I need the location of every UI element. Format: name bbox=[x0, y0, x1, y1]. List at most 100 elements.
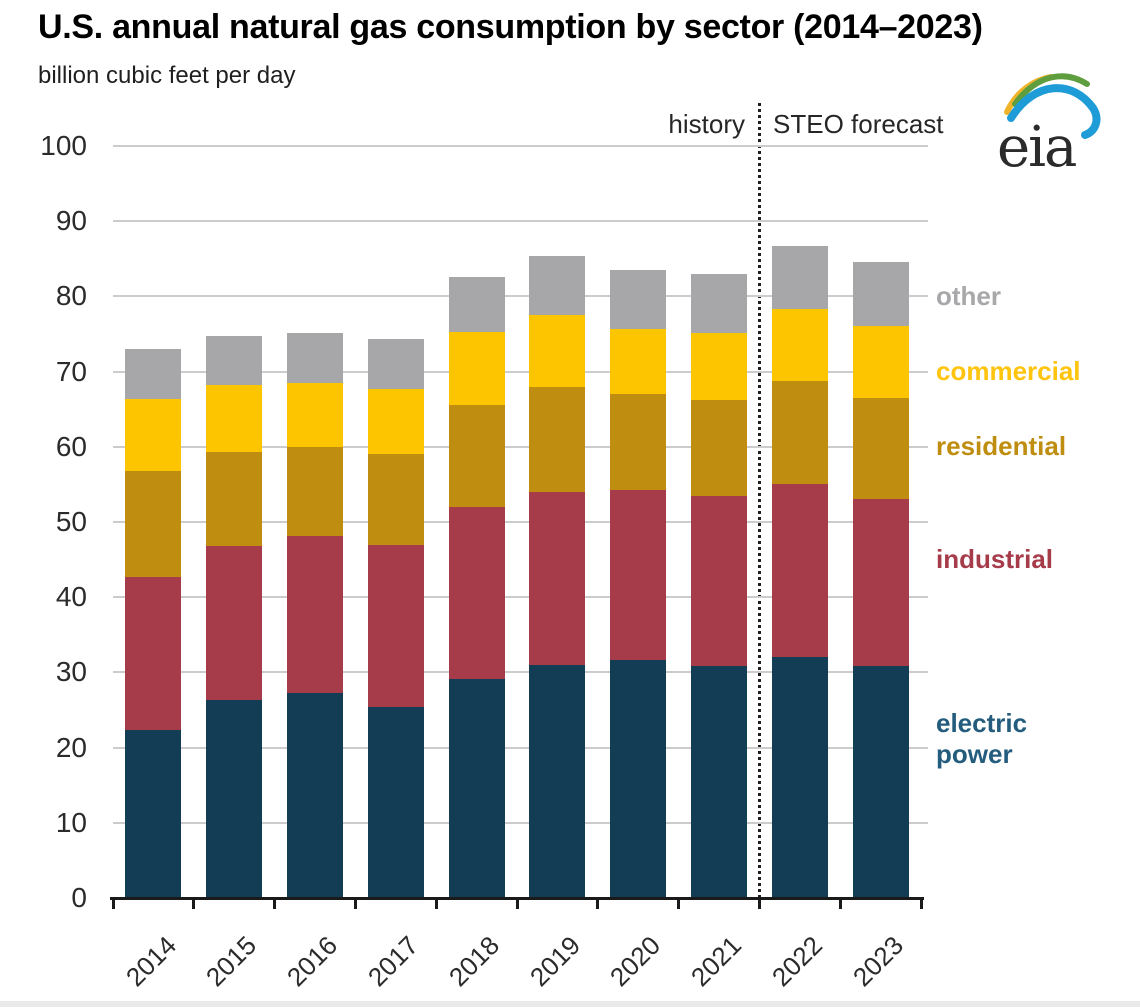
x-axis-tick bbox=[353, 900, 357, 909]
x-tick-label: 2015 bbox=[200, 930, 263, 993]
legend-label-other: other bbox=[936, 281, 1001, 312]
x-tick-label: 2018 bbox=[442, 930, 505, 993]
bar-segment-commercial bbox=[691, 333, 747, 401]
legend-label-electric-power: electric power bbox=[936, 708, 1027, 770]
bar-segment-electric-power bbox=[287, 692, 343, 898]
gridline bbox=[113, 596, 928, 599]
y-tick-label: 100 bbox=[40, 130, 87, 161]
x-axis-tick bbox=[677, 900, 681, 909]
bar-segment-commercial bbox=[610, 328, 667, 395]
bar-segment-electric-power bbox=[367, 706, 424, 898]
bar-segment-commercial bbox=[287, 382, 343, 447]
bar-segment-commercial bbox=[367, 388, 424, 455]
bar-segment-industrial bbox=[206, 546, 263, 701]
screenshot-bottom-edge bbox=[0, 1001, 1140, 1007]
steo-forecast-label: STEO forecast bbox=[773, 109, 944, 139]
legend-label-line: other bbox=[936, 280, 1001, 311]
gridline bbox=[113, 370, 928, 373]
bar-segment-commercial bbox=[529, 315, 586, 388]
bar-segment-other bbox=[610, 270, 667, 329]
gridline bbox=[113, 671, 928, 674]
x-axis-tick bbox=[919, 900, 923, 909]
bar-segment-electric-power bbox=[691, 666, 747, 898]
bar-segment-commercial bbox=[206, 385, 263, 453]
bar-segment-commercial bbox=[448, 332, 505, 405]
x-tick-label: 2019 bbox=[523, 930, 586, 993]
bar-segment-residential bbox=[691, 400, 747, 497]
eia-logo-text: eia bbox=[997, 115, 1077, 180]
legend-label-line: power bbox=[936, 738, 1013, 769]
x-tick-label: 2016 bbox=[281, 930, 344, 993]
chart-unit-label: billion cubic feet per day bbox=[38, 62, 296, 89]
bar-segment-other bbox=[206, 336, 263, 386]
legend-label-residential: residential bbox=[936, 431, 1066, 462]
bar-segment-electric-power bbox=[206, 700, 263, 898]
legend-label-line: commercial bbox=[936, 356, 1081, 387]
bar-segment-industrial bbox=[610, 489, 667, 660]
x-axis-tick bbox=[596, 900, 600, 909]
x-axis-tick bbox=[757, 900, 761, 909]
legend-label-line: industrial bbox=[936, 544, 1054, 575]
x-axis-tick bbox=[838, 900, 842, 909]
bar-segment-electric-power bbox=[448, 679, 505, 898]
bar-segment-industrial bbox=[367, 545, 424, 707]
y-tick-label: 0 bbox=[71, 882, 87, 913]
y-tick-label: 20 bbox=[55, 731, 87, 763]
gridline bbox=[113, 746, 928, 749]
bar-segment-residential bbox=[448, 404, 505, 507]
x-tick-label: 2023 bbox=[846, 930, 909, 993]
bar-segment-other bbox=[529, 255, 586, 316]
history-label: history bbox=[668, 109, 745, 139]
bar-segment-commercial bbox=[852, 326, 909, 398]
y-tick-label: 30 bbox=[55, 656, 87, 688]
bar-segment-residential bbox=[125, 470, 182, 577]
bar-segment-other bbox=[852, 261, 909, 327]
bar-segment-residential bbox=[206, 452, 263, 547]
legend-label-industrial: industrial bbox=[936, 544, 1053, 575]
y-tick-label: 80 bbox=[55, 280, 87, 312]
gridline bbox=[113, 445, 928, 448]
bar-segment-electric-power bbox=[529, 664, 586, 898]
forecast-divider-line bbox=[758, 103, 761, 898]
y-tick-label: 90 bbox=[55, 205, 87, 237]
bar-segment-other bbox=[771, 246, 828, 310]
x-axis-tick bbox=[273, 900, 277, 909]
x-axis-line bbox=[110, 897, 924, 900]
y-tick-label: 10 bbox=[55, 806, 87, 838]
bar-segment-other bbox=[367, 338, 424, 389]
bar-segment-commercial bbox=[771, 309, 828, 382]
bar-segment-other bbox=[287, 333, 343, 383]
x-axis-tick bbox=[434, 900, 438, 909]
bar-segment-residential bbox=[771, 381, 828, 484]
bar-segment-residential bbox=[852, 397, 909, 499]
bar-segment-other bbox=[125, 349, 182, 399]
bar-segment-electric-power bbox=[125, 730, 182, 898]
bar-segment-residential bbox=[610, 394, 667, 490]
x-tick-label: 2014 bbox=[119, 930, 182, 993]
bar-segment-residential bbox=[529, 387, 586, 492]
legend-label-commercial: commercial bbox=[936, 356, 1081, 387]
x-axis-tick bbox=[192, 900, 196, 909]
y-tick-label: 60 bbox=[55, 430, 87, 462]
bar-segment-industrial bbox=[529, 491, 586, 665]
bar-segment-industrial bbox=[125, 576, 182, 731]
y-tick-label: 70 bbox=[55, 355, 87, 387]
bar-segment-electric-power bbox=[852, 665, 909, 898]
legend-label-line: residential bbox=[936, 431, 1067, 462]
x-tick-label: 2020 bbox=[604, 930, 667, 993]
chart-title: U.S. annual natural gas consumption by s… bbox=[38, 8, 983, 46]
bar-segment-industrial bbox=[852, 498, 909, 666]
eia-logo: eia bbox=[993, 58, 1113, 180]
bar-segment-industrial bbox=[448, 506, 505, 680]
legend-label-line: electric bbox=[936, 707, 1028, 738]
bar-segment-electric-power bbox=[610, 659, 667, 898]
bar-segment-industrial bbox=[691, 496, 747, 667]
y-tick-label: 50 bbox=[55, 506, 87, 537]
gridline bbox=[113, 145, 928, 147]
bar-segment-other bbox=[691, 273, 747, 334]
eia-logo-swooshes bbox=[1004, 73, 1101, 139]
bar-segment-other bbox=[448, 276, 505, 333]
x-axis-tick bbox=[515, 900, 519, 909]
x-axis-tick bbox=[111, 900, 115, 909]
